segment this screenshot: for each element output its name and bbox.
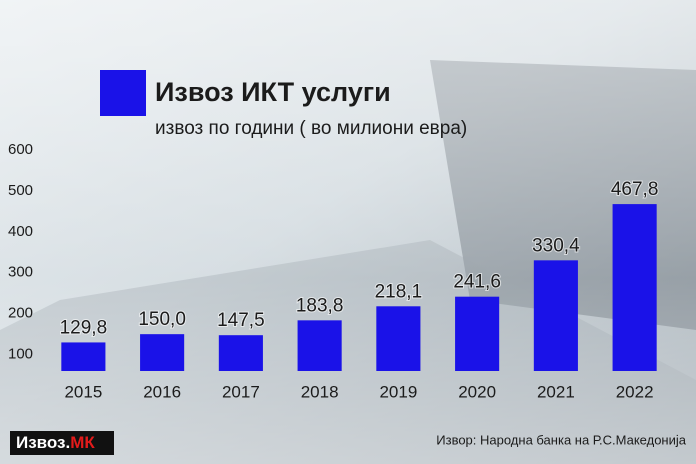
value-label: 467,8: [611, 179, 659, 200]
bar: [140, 334, 185, 371]
x-tick-label: 2018: [301, 382, 339, 401]
chart-title: Извоз ИКТ услуги: [155, 77, 391, 107]
y-tick-label: 100: [8, 346, 33, 363]
y-tick-label: 400: [8, 223, 33, 240]
title-square: [100, 70, 146, 116]
bar: [61, 342, 106, 371]
bar: [297, 320, 342, 371]
x-tick-label: 2019: [379, 382, 417, 401]
logo-box: [10, 431, 114, 455]
bar: [218, 335, 263, 371]
y-tick-label: 600: [8, 141, 33, 158]
source: Извор: Народна банка на Р.С.Македонија: [436, 432, 686, 447]
x-tick-label: 2020: [458, 382, 496, 401]
x-tick-label: 2021: [537, 382, 575, 401]
x-tick-label: 2017: [222, 382, 260, 401]
chart-subtitle: извоз по години ( во милиони евра): [155, 118, 467, 139]
x-tick-label: 2015: [64, 382, 102, 401]
value-label: 129,8: [60, 317, 108, 338]
value-label: 150,0: [138, 309, 186, 330]
x-tick-label: 2022: [616, 382, 654, 401]
logo-highlight: МК: [70, 433, 95, 452]
bar: [455, 296, 500, 371]
value-label: 147,5: [217, 310, 265, 331]
bar: [533, 260, 578, 371]
y-tick-label: 300: [8, 264, 33, 281]
y-tick-label: 200: [8, 305, 33, 322]
bar: [376, 306, 421, 371]
value-label: 218,1: [375, 281, 423, 302]
logo-text: Извоз.: [16, 433, 70, 452]
value-label: 241,6: [453, 272, 501, 293]
value-label: 183,8: [296, 295, 344, 316]
value-label: 330,4: [532, 235, 580, 256]
logo: Извоз.МК: [16, 433, 95, 452]
y-tick-label: 500: [8, 182, 33, 199]
bar: [612, 204, 657, 371]
x-tick-label: 2016: [143, 382, 181, 401]
